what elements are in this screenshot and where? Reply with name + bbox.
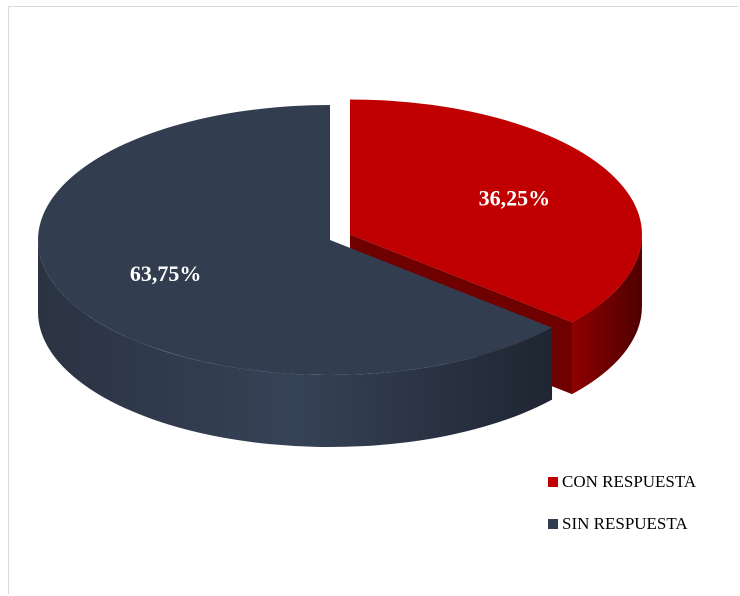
slice-con-respuesta-wall-0 [572,234,642,395]
slice-con-respuesta [349,99,642,323]
data-label-sin-respuesta: 63,75% [130,261,202,286]
legend: CON RESPUESTA SIN RESPUESTA [548,472,696,556]
chart-frame [8,6,738,594]
legend-swatch-con-respuesta [548,477,558,487]
legend-swatch-sin-respuesta [548,519,558,529]
data-label-con-respuesta: 36,25% [479,185,551,210]
legend-item-sin-respuesta: SIN RESPUESTA [548,514,696,534]
legend-item-con-respuesta: CON RESPUESTA [548,472,696,492]
slice-sin-respuesta [37,104,553,376]
legend-label-con-respuesta: CON RESPUESTA [562,472,697,491]
slice-sin-respuesta-wall-0 [37,240,553,448]
legend-label-sin-respuesta: SIN RESPUESTA [562,514,688,533]
